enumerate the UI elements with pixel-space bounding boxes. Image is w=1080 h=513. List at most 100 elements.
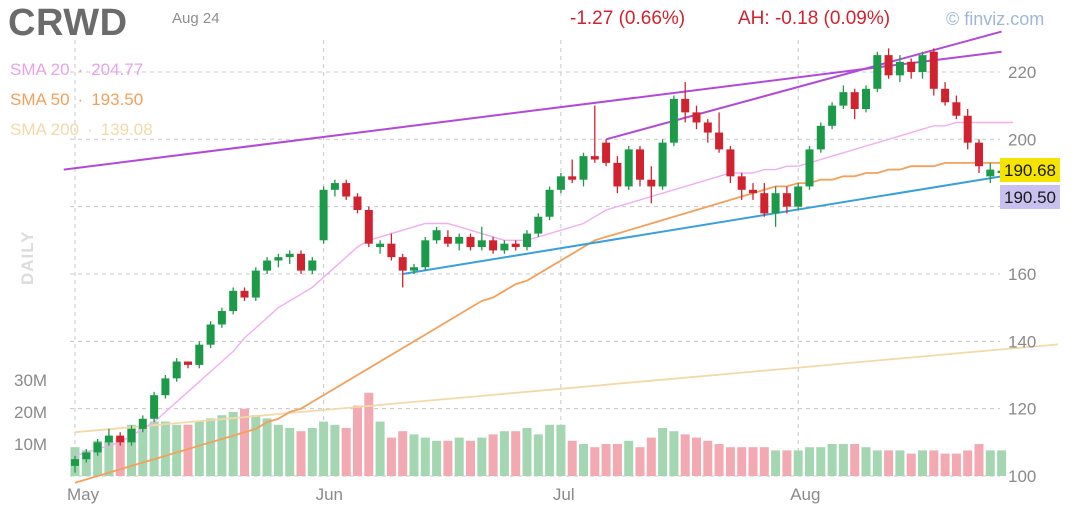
volume-bar: [93, 440, 103, 476]
candle: [579, 152, 588, 187]
candle: [500, 240, 509, 254]
volume-bar: [827, 444, 837, 476]
candle-body: [127, 428, 136, 443]
candle: [749, 183, 757, 200]
candle: [127, 425, 136, 446]
volume-bar: [703, 440, 713, 476]
candle: [489, 236, 498, 254]
candle-body: [398, 257, 407, 271]
candle: [364, 206, 373, 248]
candle-body: [195, 344, 204, 365]
legend-sma20: SMA 20 · 204.77: [10, 60, 144, 79]
candle-body: [376, 243, 385, 248]
candle-body: [850, 92, 859, 109]
volume-bar: [115, 437, 125, 476]
candle-body: [251, 270, 260, 298]
candle: [963, 108, 972, 150]
candle: [398, 253, 407, 288]
candle: [421, 236, 430, 271]
candle-body: [432, 230, 441, 241]
volume-bar: [273, 424, 283, 476]
volume-bar: [262, 418, 272, 476]
volume-bar: [997, 450, 1007, 476]
candle-body: [805, 149, 814, 187]
candle: [138, 415, 147, 433]
legend-sma200-label: SMA 200: [10, 120, 79, 139]
candle: [986, 162, 995, 184]
candle-body: [794, 186, 803, 207]
y-tick-label: 120: [1008, 400, 1036, 419]
candle: [217, 307, 226, 328]
volume-bar: [172, 424, 182, 476]
volume-bar: [138, 428, 148, 476]
candle: [82, 449, 91, 463]
candle-body: [150, 395, 159, 419]
volume-bar: [850, 444, 860, 476]
volume-bar: [658, 428, 668, 476]
candle-body: [342, 183, 351, 197]
volume-bar: [918, 450, 927, 476]
after-hours-change[interactable]: AH: -0.18 (0.09%): [738, 8, 891, 29]
volume-bar: [737, 447, 747, 476]
candle: [590, 105, 599, 163]
candle-body: [364, 210, 373, 244]
candle-body: [624, 149, 633, 187]
brand-link[interactable]: © finviz.com: [946, 9, 1045, 29]
candle-body: [353, 196, 362, 211]
candle-body: [206, 324, 215, 345]
volume-bar: [680, 434, 690, 476]
candle-body: [726, 149, 735, 177]
candle: [353, 193, 362, 214]
volume-bar: [499, 431, 509, 476]
candle: [692, 105, 701, 130]
y-tick-label: 200: [1008, 130, 1036, 149]
volume-bar: [81, 450, 91, 476]
candle-body: [873, 55, 882, 89]
candle: [602, 139, 611, 167]
candle-body: [477, 240, 486, 248]
volume-bar: [330, 424, 340, 476]
candle-body: [941, 88, 950, 103]
candle-body: [217, 311, 226, 325]
candle-body: [895, 61, 904, 76]
candle-body: [602, 142, 611, 163]
volume-bar: [567, 440, 577, 476]
volume-bar: [511, 431, 521, 476]
candle: [443, 230, 452, 248]
candle: [263, 257, 272, 274]
candle-body: [184, 361, 192, 365]
candle: [274, 253, 283, 268]
candle: [760, 183, 769, 217]
candle: [319, 186, 328, 244]
candle-body: [647, 179, 656, 187]
candle-body: [669, 98, 678, 143]
candle: [952, 95, 961, 120]
y-tick-label: 220: [1008, 63, 1036, 82]
candle: [477, 226, 486, 251]
volume-bar: [545, 424, 555, 476]
volume-tick-label: 20M: [14, 403, 47, 422]
resistance-trendline: [605, 30, 1002, 141]
candle: [647, 166, 656, 204]
candle-body: [918, 55, 927, 72]
candle: [161, 374, 170, 399]
ticker-symbol: CRWD: [8, 2, 128, 44]
candle-body: [82, 452, 91, 460]
volume-bar: [420, 437, 430, 476]
volume-bar: [375, 421, 385, 476]
candle-body: [579, 156, 588, 180]
volume-bar: [838, 444, 848, 476]
last-price-label: 190.68: [1004, 161, 1056, 180]
support-trendline: [402, 175, 1002, 275]
candle: [251, 267, 260, 301]
volume-bar: [432, 440, 442, 476]
candle: [862, 85, 870, 113]
candle-body: [782, 193, 791, 207]
candle: [150, 391, 159, 423]
volume-bar: [556, 424, 566, 476]
legend-sma50: SMA 50 · 193.50: [10, 90, 144, 109]
candle-body: [534, 216, 543, 234]
legend-sma200: SMA 200 · 139.08: [10, 120, 153, 139]
volume-bar: [353, 405, 362, 476]
candle: [884, 48, 893, 79]
